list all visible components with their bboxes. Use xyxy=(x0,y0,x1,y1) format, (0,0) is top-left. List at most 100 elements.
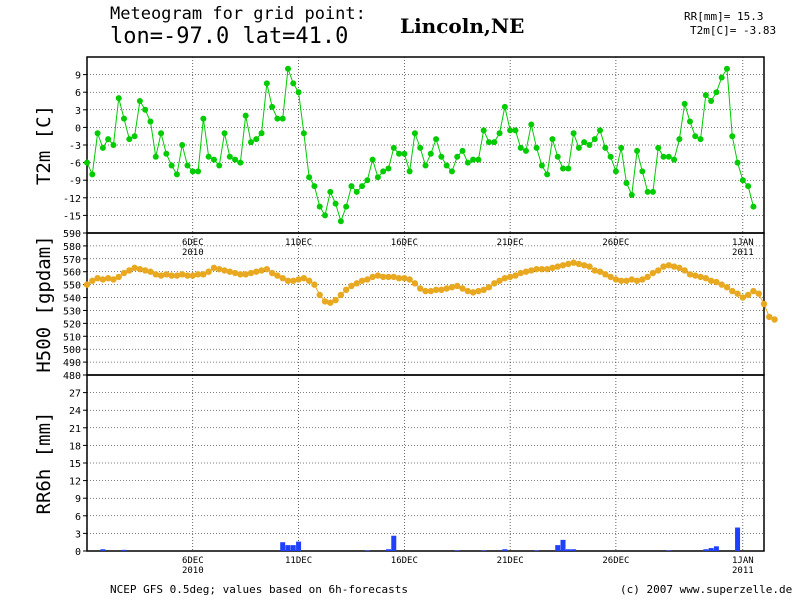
header-title-line: Meteogram for grid point: xyxy=(110,4,366,24)
data-point xyxy=(655,144,662,151)
rr-summary: RR[mm]= 15.3 xyxy=(684,10,764,23)
data-point xyxy=(205,268,212,275)
data-point xyxy=(633,277,641,284)
data-point xyxy=(417,144,424,151)
data-point xyxy=(533,144,540,151)
data-point xyxy=(528,121,535,128)
data-point xyxy=(353,188,360,195)
data-point xyxy=(268,269,276,277)
y-tick-label: 550 xyxy=(63,281,81,292)
data-point xyxy=(126,136,133,143)
data-point xyxy=(665,262,672,269)
data-point xyxy=(374,272,382,279)
data-point xyxy=(406,168,413,175)
data-point xyxy=(89,171,96,178)
data-point xyxy=(94,130,101,137)
data-point xyxy=(184,162,191,169)
data-point xyxy=(295,89,302,96)
data-point xyxy=(480,127,487,134)
data-point xyxy=(755,290,762,297)
data-point xyxy=(686,118,693,125)
data-point xyxy=(99,276,107,283)
data-point xyxy=(565,165,572,172)
y-tick-label: 570 xyxy=(63,255,81,266)
data-point xyxy=(274,115,281,122)
data-point xyxy=(485,284,493,291)
panel-frame xyxy=(86,374,765,552)
data-point xyxy=(692,272,699,279)
precip-bar xyxy=(666,550,672,551)
data-point xyxy=(543,265,551,273)
data-point xyxy=(327,188,334,195)
data-point xyxy=(538,265,546,273)
y-axis-label: T2m [C] xyxy=(33,105,55,185)
data-point xyxy=(517,269,524,277)
data-point xyxy=(216,265,223,273)
data-point xyxy=(179,142,186,148)
data-point xyxy=(163,150,170,157)
data-point xyxy=(385,165,392,172)
data-point xyxy=(343,203,350,210)
rr6h-panel: 27 24 21 18 15 12 9 6 3 0 RR6h [mm] xyxy=(33,374,765,558)
data-point xyxy=(681,100,688,107)
data-point xyxy=(464,287,472,295)
data-point xyxy=(729,287,736,295)
data-point xyxy=(475,287,482,295)
data-point xyxy=(591,267,598,274)
data-point xyxy=(115,95,122,102)
data-point xyxy=(697,273,704,281)
data-point xyxy=(247,139,254,146)
data-point xyxy=(332,200,339,207)
data-point xyxy=(84,159,90,166)
data-point xyxy=(512,127,519,134)
data-point xyxy=(459,147,466,154)
data-point xyxy=(136,265,144,273)
y-tick-label: 24 xyxy=(69,406,81,417)
data-point xyxy=(422,287,429,295)
data-point xyxy=(702,274,710,282)
y-tick-label: 9 xyxy=(75,494,81,505)
precip-bar xyxy=(296,541,302,551)
data-point xyxy=(141,267,149,274)
data-point xyxy=(470,156,477,163)
data-point xyxy=(612,276,620,283)
data-point xyxy=(216,162,223,169)
data-point xyxy=(200,115,207,122)
data-point xyxy=(332,296,339,304)
data-point xyxy=(173,171,180,178)
data-point xyxy=(83,281,91,288)
data-point xyxy=(342,286,350,293)
y-tick-label: 490 xyxy=(63,358,81,369)
data-point xyxy=(348,183,355,190)
data-point xyxy=(105,136,112,143)
data-point xyxy=(554,153,561,160)
data-point xyxy=(99,144,106,151)
y-tick-label: 0 xyxy=(75,123,81,134)
data-point xyxy=(300,274,308,282)
data-point xyxy=(618,144,625,151)
data-point xyxy=(639,276,646,283)
data-point xyxy=(269,103,276,110)
y-tick-label: 530 xyxy=(63,306,81,317)
y-axis-label: RR6h [mm] xyxy=(33,412,55,515)
data-point xyxy=(718,281,725,288)
data-point xyxy=(575,144,582,151)
data-point xyxy=(512,272,519,279)
data-point xyxy=(290,80,297,87)
data-point xyxy=(120,269,128,277)
data-point xyxy=(480,286,487,293)
precip-bar xyxy=(285,545,291,551)
data-point xyxy=(406,276,413,283)
data-point xyxy=(448,168,455,175)
data-point xyxy=(401,150,408,157)
y-tick-label: 480 xyxy=(63,371,81,382)
data-point xyxy=(142,106,149,113)
y-tick-label: 3 xyxy=(75,106,81,117)
data-point xyxy=(750,287,757,295)
x-tick-label: 11DEC xyxy=(285,556,312,566)
data-point xyxy=(385,273,392,281)
data-point xyxy=(718,74,725,81)
data-point xyxy=(739,177,746,184)
data-point xyxy=(390,273,397,281)
